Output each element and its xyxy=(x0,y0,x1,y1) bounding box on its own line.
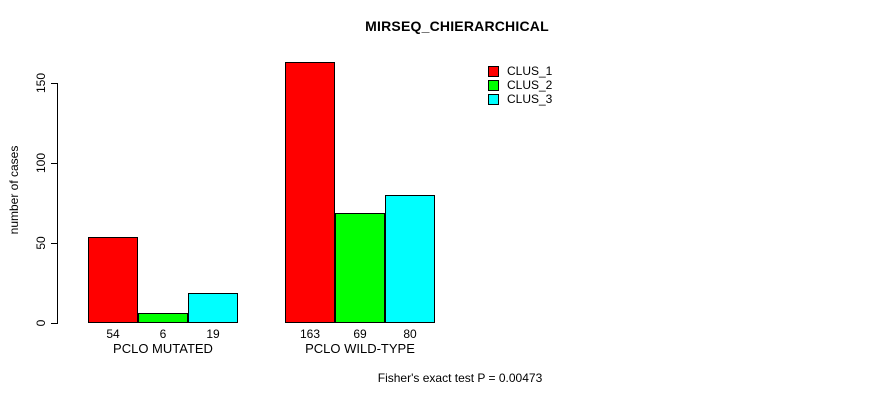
legend-item: CLUS_2 xyxy=(488,78,552,92)
y-axis-tick xyxy=(51,243,58,244)
category-label: PCLO MUTATED xyxy=(113,341,213,356)
y-axis-tick xyxy=(51,163,58,164)
bar-value-label: 80 xyxy=(403,327,417,341)
y-axis-tick xyxy=(51,323,58,324)
legend: CLUS_1 CLUS_2 CLUS_3 xyxy=(488,64,552,106)
y-axis-title: number of cases xyxy=(7,145,21,235)
legend-swatch xyxy=(488,65,499,77)
y-axis-line xyxy=(57,83,58,324)
bar-clus_3-group2 xyxy=(385,195,435,323)
y-axis-tick-label: 100 xyxy=(34,152,48,174)
bar-value-label: 69 xyxy=(353,327,367,341)
y-axis-tick xyxy=(51,83,58,84)
legend-label: CLUS_1 xyxy=(507,64,553,78)
bar-clus_3-group1 xyxy=(188,293,238,323)
stat-annotation: Fisher's exact test P = 0.00473 xyxy=(377,371,543,385)
bar-clus_1-group2 xyxy=(285,62,335,323)
legend-swatch xyxy=(488,79,499,91)
y-axis-tick-label: 150 xyxy=(34,72,48,94)
bar-value-label: 54 xyxy=(106,327,120,341)
chart-title: MIRSEQ_CHIERARCHICAL xyxy=(365,18,549,34)
category-label: PCLO WILD-TYPE xyxy=(305,341,415,356)
bar-value-label: 6 xyxy=(159,327,167,341)
bar-clus_1-group1 xyxy=(88,237,138,323)
bar-clus_2-group2 xyxy=(335,213,385,323)
legend-label: CLUS_3 xyxy=(507,92,553,106)
bar-clus_2-group1 xyxy=(138,313,188,323)
bar-value-label: 163 xyxy=(299,327,321,341)
y-axis-tick-label: 0 xyxy=(34,319,48,327)
bar-value-label: 19 xyxy=(206,327,220,341)
legend-item: CLUS_3 xyxy=(488,92,552,106)
legend-label: CLUS_2 xyxy=(507,78,553,92)
legend-swatch xyxy=(488,93,499,105)
y-axis-tick-label: 50 xyxy=(34,236,48,250)
legend-item: CLUS_1 xyxy=(488,64,552,78)
